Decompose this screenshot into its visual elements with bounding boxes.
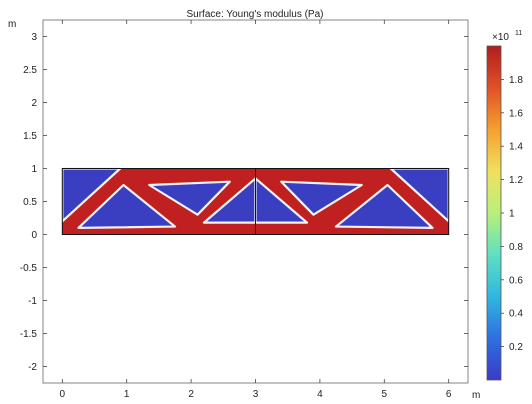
- colorbar-tick-label: 0.6: [509, 275, 523, 286]
- hole-right-upper: [280, 180, 363, 216]
- colorbar-exponent-label: ×10: [492, 32, 509, 43]
- y-tick-label: -1: [28, 296, 37, 307]
- y-tick-label: 0: [31, 230, 37, 241]
- hole-left-lower: [77, 183, 177, 229]
- y-tick-label: -1.5: [20, 329, 38, 340]
- x-tick-label: 0: [60, 389, 66, 400]
- x-tick-label: 5: [382, 389, 388, 400]
- y-tick-label: 3: [31, 32, 37, 43]
- y-tick-label: 1: [31, 164, 37, 175]
- colorbar-tick-label: 1.4: [509, 142, 523, 153]
- young-modulus-surface: [61, 167, 450, 235]
- x-tick-label: 2: [188, 389, 194, 400]
- colorbar-gradient: [486, 45, 502, 381]
- x-axis-unit: m: [472, 390, 480, 401]
- x-axis: 0 1 2 3 4 5 6: [60, 20, 452, 400]
- hole-right-lower: [334, 183, 434, 229]
- colorbar-tick-label: 0.2: [509, 342, 523, 353]
- y-tick-label: 1.5: [23, 131, 37, 142]
- hole-left-upper: [148, 180, 231, 216]
- colorbar-tick-label: 1: [509, 209, 515, 220]
- colorbar-tick-label: 1.8: [509, 75, 523, 86]
- y-tick-label: 2: [31, 98, 37, 109]
- y-axis-unit: m: [8, 19, 16, 30]
- x-tick-label: 3: [253, 389, 259, 400]
- colorbar-exponent: 11: [515, 30, 522, 37]
- colorbar-tick-label: 1.2: [509, 175, 523, 186]
- x-tick-label: 4: [317, 389, 323, 400]
- colorbar-tick-label: 0.8: [509, 242, 523, 253]
- y-tick-label: -0.5: [20, 263, 38, 274]
- y-tick-label: 0.5: [23, 197, 37, 208]
- y-tick-label: 2.5: [23, 65, 37, 76]
- colorbar-tick-label: 1.6: [509, 108, 523, 119]
- x-tick-label: 6: [446, 389, 452, 400]
- x-tick-label: 1: [124, 389, 130, 400]
- colorbar: 0.2 0.4 0.6 0.8 1 1.2 1.4 1.6 1.8 ×10 11: [486, 30, 523, 381]
- chart-title: Surface: Young's modulus (Pa): [187, 9, 324, 20]
- y-tick-label: -2: [28, 362, 37, 373]
- colorbar-tick-label: 0.4: [509, 309, 523, 320]
- y-axis: -2 -1.5 -1 -0.5 0 0.5 1 1.5 2 2.5 3: [20, 32, 468, 373]
